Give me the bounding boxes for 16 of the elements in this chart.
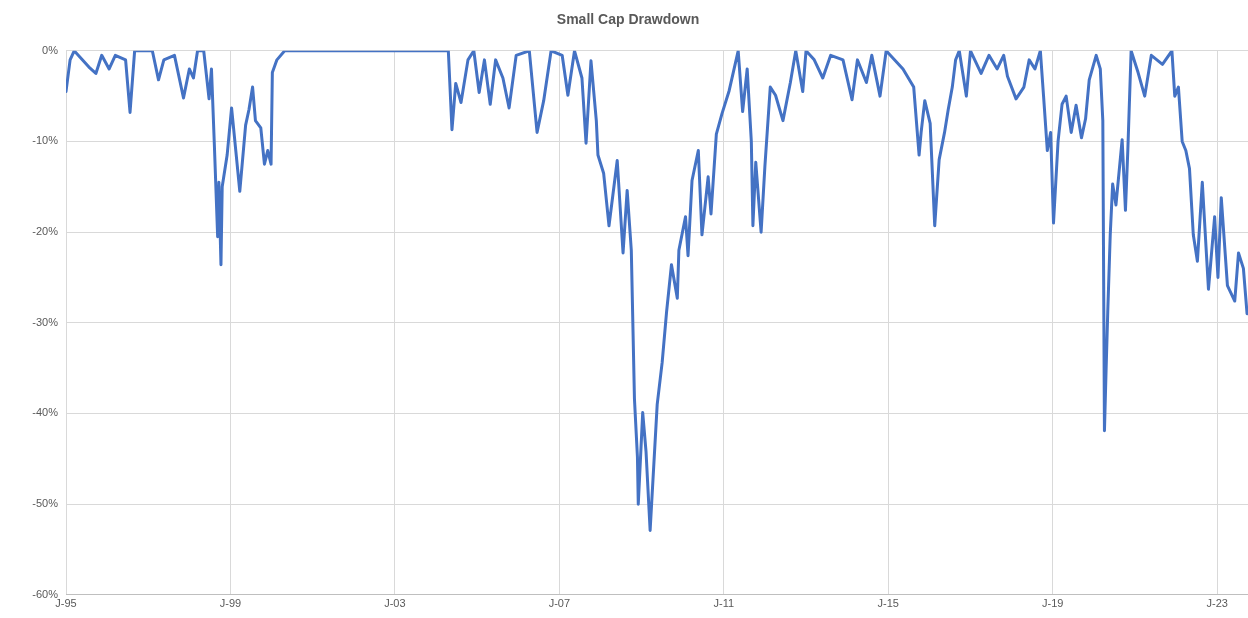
y-tick-label: -50% [32, 497, 59, 510]
y-tick-label: -10% [32, 134, 59, 147]
x-tick-label: J-19 [1042, 597, 1064, 610]
x-tick-label: J-15 [877, 597, 899, 610]
x-tick-label: J-23 [1206, 597, 1228, 610]
y-tick-label: -40% [32, 406, 59, 419]
y-tick-label: -60% [32, 587, 59, 600]
chart-title: Small Cap Drawdown [556, 11, 700, 28]
x-tick-label: J-95 [55, 597, 77, 610]
x-tick-label: J-07 [548, 597, 571, 610]
y-tick-label: -20% [32, 225, 59, 238]
x-tick-label: J-99 [219, 597, 242, 610]
y-tick-label: -30% [32, 315, 59, 328]
y-tick-label: 0% [42, 43, 59, 56]
x-tick-label: J-11 [713, 597, 735, 610]
x-tick-label: J-03 [384, 597, 406, 610]
